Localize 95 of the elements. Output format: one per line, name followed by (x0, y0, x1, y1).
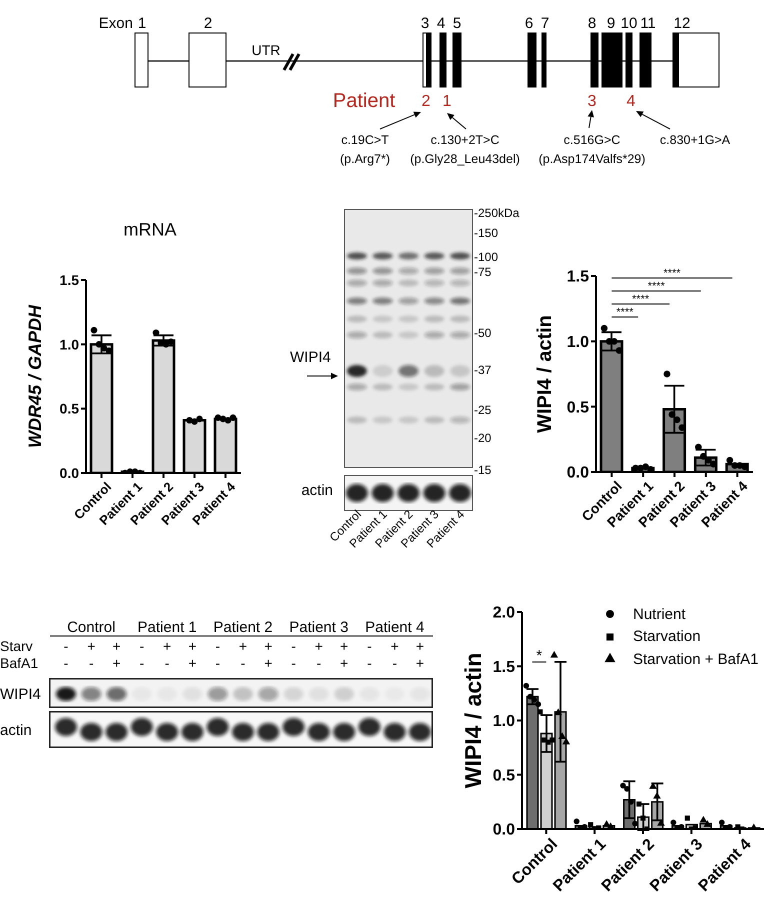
category-label: 1 (138, 15, 146, 32)
category-label: 10 (620, 15, 638, 32)
annotation: **** (632, 294, 650, 306)
text: + (390, 638, 399, 654)
y-tick-label: 1.0 (492, 713, 516, 730)
text: -37 (474, 363, 492, 377)
text: - (164, 655, 170, 671)
text: + (416, 655, 424, 671)
text: Patient (332, 90, 396, 112)
text: - (316, 655, 322, 671)
text: - (291, 638, 296, 654)
text: + (314, 638, 323, 654)
category-label: Patient 1 (138, 619, 197, 636)
legend-label: Starvation (633, 628, 701, 646)
y-axis-title: WIPI4 / actin (534, 315, 556, 433)
y-tick-label: 1.0 (566, 334, 590, 352)
category-label: 6 (524, 15, 534, 32)
text: Exon (98, 15, 133, 32)
text: - (367, 638, 372, 654)
annotation: **** (648, 280, 666, 292)
text: c.19C>T (341, 133, 390, 147)
y-tick-label: 0.0 (492, 822, 516, 839)
legend-label: Starvation + BafA1 (633, 650, 758, 668)
text: (p.Arg7*) (340, 152, 390, 166)
text: UTR (252, 42, 280, 58)
category-label: Control (67, 619, 116, 636)
category-label: 11 (640, 15, 656, 32)
text: -250kDa (474, 206, 520, 220)
annotation: **** (616, 306, 634, 318)
category-label: 7 (540, 15, 550, 32)
text: - (64, 655, 69, 671)
text: -25 (474, 403, 492, 417)
category-label: 4 (626, 93, 636, 110)
text: -150 (474, 226, 498, 240)
category-label: Patient 3 (289, 619, 348, 636)
text: + (416, 638, 424, 654)
text: - (392, 655, 398, 671)
text: - (88, 655, 94, 671)
category-label: 2 (204, 15, 212, 32)
text: -75 (474, 265, 492, 279)
text: + (238, 638, 248, 654)
text: - (215, 655, 220, 671)
text: - (367, 655, 372, 671)
text: BafA1 (0, 655, 38, 671)
category-label: 3 (420, 15, 430, 32)
category-label: 2 (422, 93, 431, 110)
y-tick-label: 0.0 (566, 464, 590, 482)
text: - (291, 655, 296, 671)
text: -50 (474, 326, 492, 340)
text: - (240, 655, 246, 671)
text: - (64, 638, 69, 654)
text: - (215, 638, 220, 654)
text: + (188, 638, 197, 654)
y-tick-label: 1.5 (566, 268, 590, 286)
legend-label: Nutrient (633, 606, 686, 623)
text: + (112, 638, 121, 654)
category-label: Patient 4 (365, 619, 424, 636)
category-label: Patient 2 (213, 619, 273, 636)
text: + (163, 638, 172, 654)
text: -100 (474, 250, 498, 264)
text: + (340, 655, 348, 671)
text: c.830+1G>A (660, 133, 731, 147)
text: -15 (474, 463, 492, 477)
y-tick-label: 1.5 (492, 658, 516, 676)
text: WIPI4 (290, 349, 331, 366)
y-axis-title: WIPI4 / actin (460, 652, 486, 788)
text: - (140, 655, 145, 671)
y-tick-label: 0.5 (566, 399, 590, 416)
text: + (340, 638, 348, 654)
category-label: 12 (674, 15, 690, 32)
category-label: 1 (442, 93, 452, 110)
text: + (112, 655, 121, 671)
text: Starv (0, 638, 33, 654)
category-label: 8 (588, 15, 596, 32)
text: + (188, 655, 197, 671)
text: + (264, 638, 272, 654)
category-label: 3 (588, 93, 597, 110)
text: -20 (474, 431, 492, 445)
text: (p.Asp174Valfs*29) (538, 152, 646, 166)
text: (p.Gly28_Leu43del) (410, 152, 520, 166)
text: actin (0, 722, 32, 739)
text: c.516G>C (564, 133, 620, 147)
text: WIPI4 (0, 686, 41, 703)
text: c.130+2T>C (430, 133, 500, 147)
annotation: **** (663, 268, 682, 280)
text: + (264, 655, 272, 671)
text: - (140, 638, 145, 654)
annotation: * (536, 648, 542, 664)
text: actin (301, 482, 333, 499)
category-label: 9 (606, 15, 616, 32)
y-tick-label: 0.5 (492, 767, 516, 784)
y-tick-label: 2.0 (492, 604, 516, 622)
category-label: 5 (452, 15, 462, 32)
text: + (87, 638, 96, 654)
category-label: 4 (436, 15, 446, 32)
